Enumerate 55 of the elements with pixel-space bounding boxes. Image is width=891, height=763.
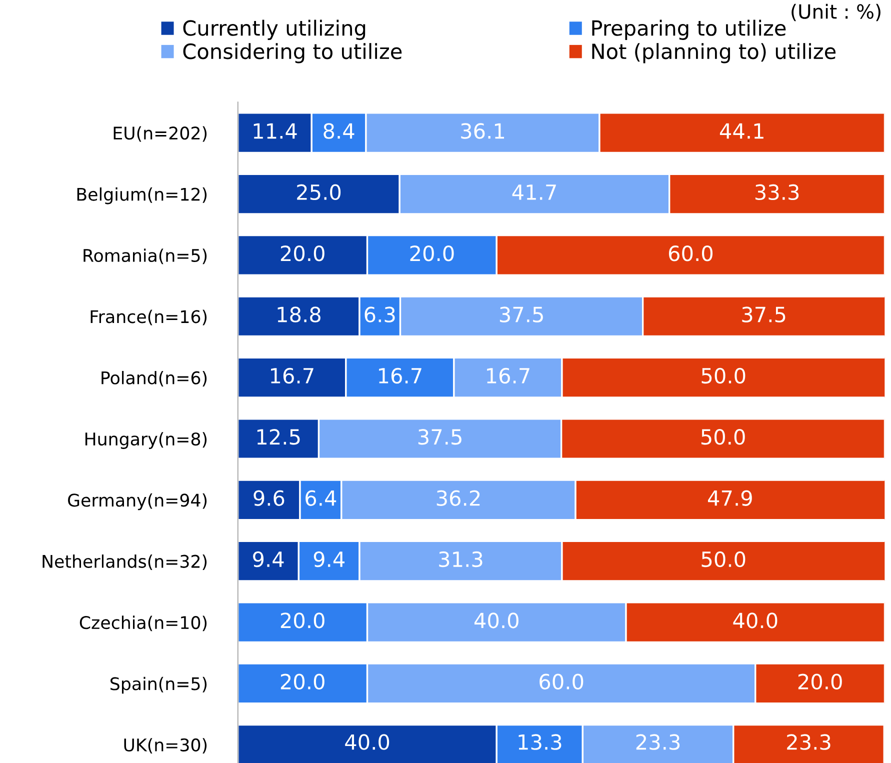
data-label: 25.0 [297,184,341,200]
data-label: 18.8 [278,306,320,322]
y-tick-label: Netherlands(n=32) [42,554,207,570]
data-label: 40.0 [345,734,390,750]
y-tick-label: Hungary(n=8) [85,432,207,449]
data-label: 9.4 [314,551,345,568]
data-label: 37.5 [500,306,543,322]
data-label: 37.5 [742,306,786,322]
data-label: 9.6 [254,490,284,506]
y-tick-label: Spain(n=5) [110,676,207,694]
y-tick-label: Poland(n=6) [102,370,207,386]
data-label: 60.0 [668,245,713,262]
data-label: 6.3 [364,306,395,322]
data-label: 50.0 [702,368,746,384]
data-label: 23.3 [787,734,830,750]
data-label: 11.4 [254,123,297,139]
data-label: 20.0 [798,674,842,690]
legend-label: Preparing to utilize [592,20,786,40]
y-tick-label: Romania(n=5) [84,248,207,264]
data-label: 6.4 [306,490,336,506]
data-label: 13.3 [518,734,562,750]
data-label: 20.0 [280,245,324,262]
data-label: 36.1 [461,123,504,139]
legend-label: Not (planning to) utilize [592,43,836,64]
data-label: 60.0 [540,674,584,690]
y-tick-label: France(n=16) [90,310,207,326]
text: (Unit : %) [792,4,880,22]
y-tick-label: EU(n=202) [114,126,207,142]
y-tick-label: Czechia(n=10) [80,616,207,632]
data-label: 41.7 [512,184,556,200]
data-label: 50.0 [701,429,745,445]
data-label: 16.7 [271,368,314,384]
data-label: 40.0 [733,612,778,628]
legend-label: Currently utilizing [183,20,366,40]
y-tick-label: Belgium(n=12) [77,187,207,204]
data-label: 8.4 [324,123,354,139]
legend-label: Considering to utilize [183,43,402,64]
data-label: 50.0 [702,551,746,568]
data-label: 9.4 [253,551,284,568]
data-label: 16.7 [379,368,422,384]
data-label: 31.3 [439,551,482,568]
data-label: 20.0 [410,245,454,262]
data-label: 33.3 [755,184,799,200]
data-label: 16.7 [487,368,530,384]
data-label: 44.1 [720,123,764,139]
data-label: 37.5 [418,429,462,445]
data-label: 20.0 [280,612,324,628]
data-label: 12.5 [257,429,300,445]
y-tick-label: Germany(n=94) [68,493,207,510]
data-label: 47.9 [708,490,752,506]
data-label: 20.0 [280,674,324,690]
y-tick-label: UK(n=30) [124,738,207,754]
data-label: 36.2 [436,490,480,506]
data-label: 40.0 [474,612,518,628]
data-label: 23.3 [636,734,680,750]
